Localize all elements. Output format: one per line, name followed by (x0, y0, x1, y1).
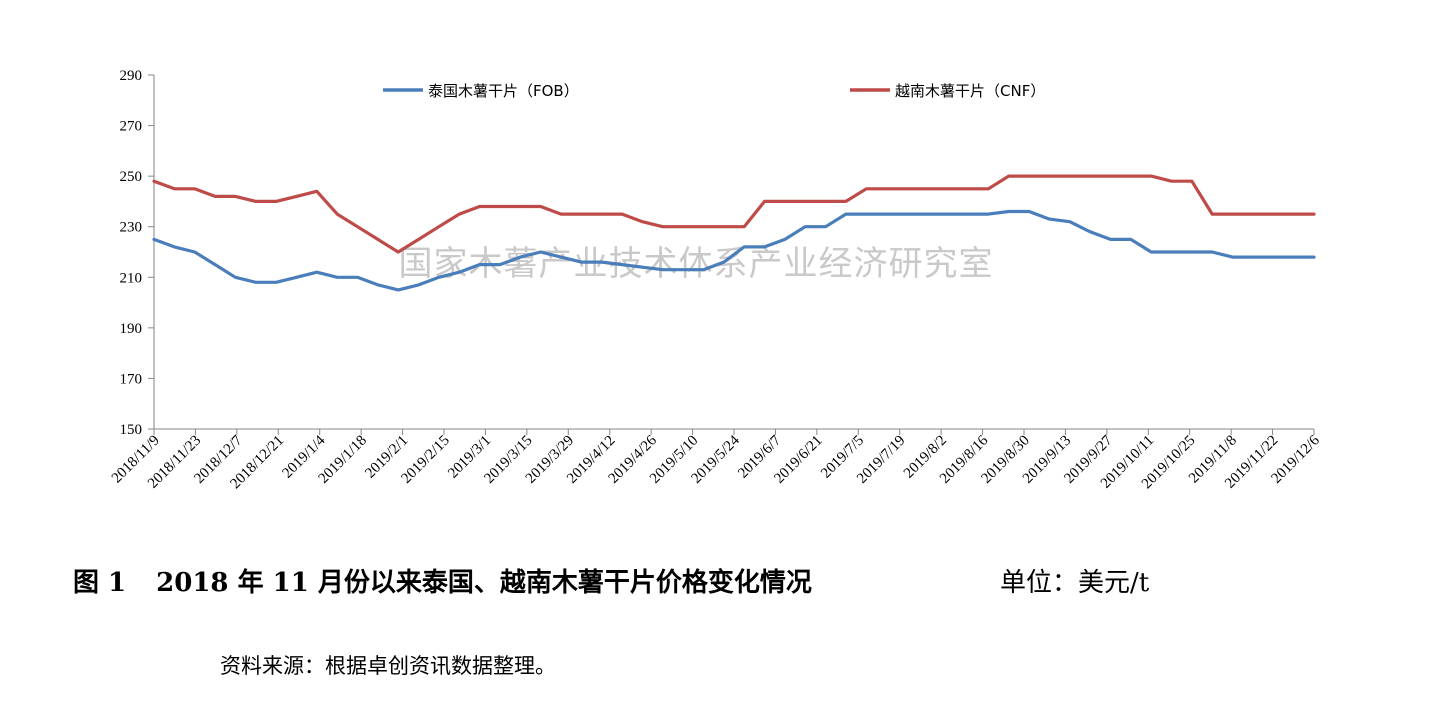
unit-label: 单位：美元/t (1000, 568, 1150, 598)
y-tick-label: 250 (120, 169, 143, 185)
x-axis: 2018/11/92018/11/232018/12/72018/12/2120… (109, 428, 1323, 492)
figure-title: 2018 年 11 月份以来泰国、越南木薯干片价格变化情况 (156, 568, 812, 598)
y-tick-label: 210 (120, 270, 143, 286)
legend: 泰国木薯干片（FOB） 越南木薯干片（CNF） (383, 82, 1045, 100)
y-tick-label: 270 (120, 119, 143, 135)
series-line-2 (152, 174, 1316, 254)
line-chart: 150 170 190 210 230 250 270 290 2018/11/92018/1… (109, 68, 1323, 492)
y-tick-label: 290 (120, 68, 143, 84)
y-tick-label: 170 (120, 371, 143, 387)
series-line-1 (152, 209, 1316, 292)
y-tick-label: 230 (120, 220, 143, 236)
series-lines (152, 174, 1316, 292)
figure-caption: 图 1 2018 年 11 月份以来泰国、越南木薯干片价格变化情况 (73, 562, 812, 599)
source-note: 资料来源：根据卓创资讯数据整理。 (220, 654, 556, 678)
y-tick-label: 190 (120, 321, 143, 337)
legend-label-2: 越南木薯干片（CNF） (895, 82, 1045, 100)
y-tick-label: 150 (120, 422, 143, 438)
y-axis: 150 170 190 210 230 250 270 290 (120, 68, 155, 438)
legend-label-1: 泰国木薯干片（FOB） (428, 82, 579, 100)
figure-label: 图 1 (73, 568, 127, 598)
